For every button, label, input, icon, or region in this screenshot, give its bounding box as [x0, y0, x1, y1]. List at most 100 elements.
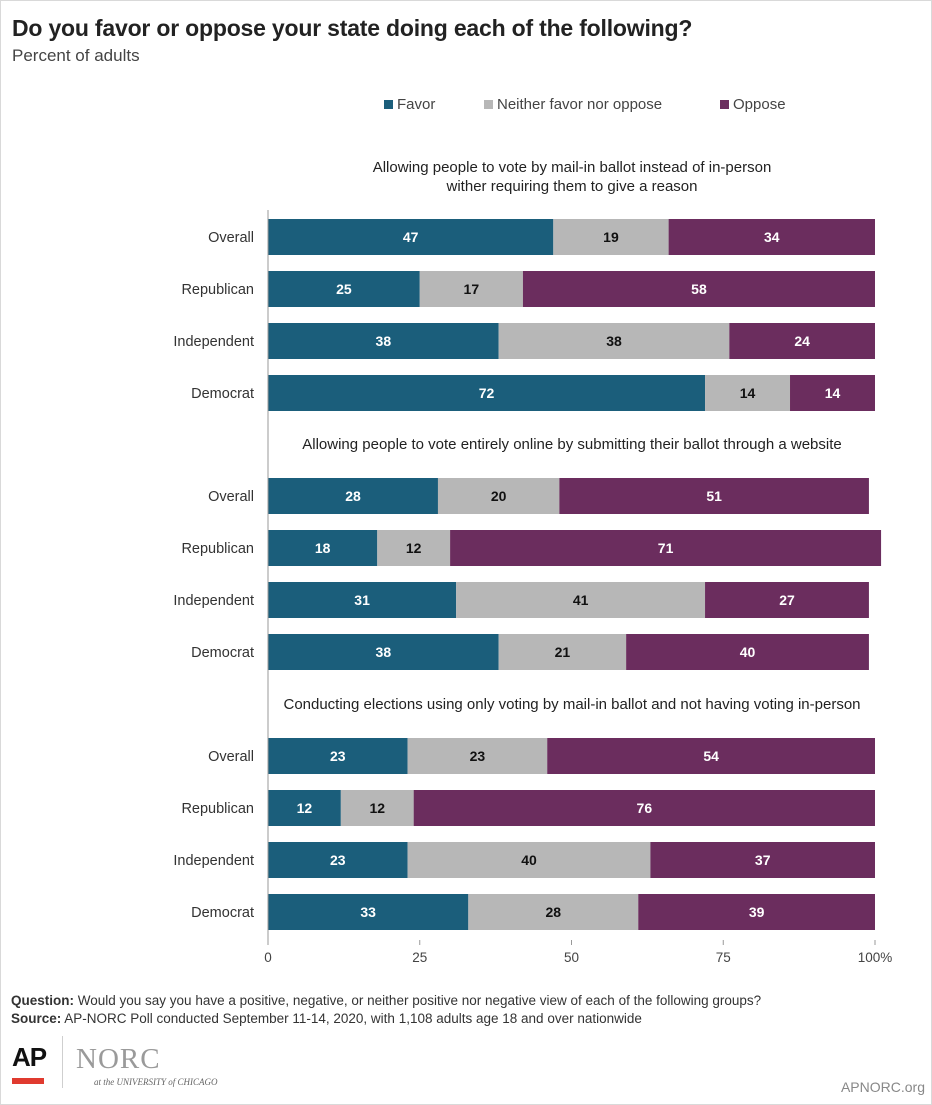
x-tick-label: 100% — [858, 950, 893, 965]
bar-segment-favor — [268, 894, 469, 930]
bar-segment-oppose — [705, 582, 869, 618]
bar-segment-favor — [268, 323, 499, 359]
legend-swatch-neither — [484, 99, 493, 109]
data-label-favor: 72 — [479, 385, 495, 401]
bar-segment-neither — [407, 738, 548, 774]
data-label-favor: 38 — [376, 644, 392, 660]
row-label-overall: Overall — [208, 489, 254, 505]
bar-segment-oppose — [638, 894, 875, 930]
bar-segment-oppose — [547, 738, 875, 774]
question-label: Question: — [11, 993, 74, 1008]
chart-title: Do you favor or oppose your state doing … — [12, 15, 693, 41]
bar-segment-favor — [268, 634, 499, 670]
bar-segment-oppose — [729, 323, 875, 359]
bar-segment-oppose — [650, 842, 875, 878]
legend-item-neither: Neither favor nor oppose — [484, 96, 662, 113]
data-label-oppose: 71 — [658, 540, 674, 556]
legend-item-favor: Favor — [384, 96, 435, 113]
x-tick-label: 75 — [716, 950, 731, 965]
data-label-neither: 23 — [470, 748, 486, 764]
bar-segment-favor — [268, 790, 341, 826]
bar-segment-neither — [553, 219, 669, 255]
x-tick-label: 25 — [412, 950, 427, 965]
question-note: Question: Would you say you have a posit… — [11, 992, 761, 1010]
data-label-neither: 38 — [606, 333, 622, 349]
data-label-neither: 20 — [491, 488, 507, 504]
apnorc-url: APNORC.org — [840, 1079, 925, 1095]
data-label-oppose: 27 — [779, 592, 795, 608]
bar-segment-oppose — [790, 375, 875, 411]
row-label-republican: Republican — [181, 282, 254, 298]
source-note: Source: AP-NORC Poll conducted September… — [11, 1010, 761, 1028]
row-label-overall: Overall — [208, 230, 254, 246]
data-label-favor: 12 — [297, 800, 313, 816]
bar-segment-oppose — [668, 219, 875, 255]
bar-segment-neither — [456, 582, 706, 618]
bar-segment-favor — [268, 478, 438, 514]
x-tick-label: 0 — [264, 950, 272, 965]
panel-heading: Allowing people to vote entirely online … — [302, 436, 842, 453]
legend: Favor Neither favor nor oppose Oppose — [0, 96, 932, 116]
bar-segment-oppose — [559, 478, 869, 514]
row-label-democrat: Democrat — [191, 386, 254, 402]
bar-segment-neither — [377, 530, 451, 566]
data-label-neither: 19 — [603, 229, 619, 245]
x-tick-label: 50 — [564, 950, 579, 965]
bar-segment-favor — [268, 582, 457, 618]
data-label-neither: 40 — [521, 852, 537, 868]
data-label-favor: 25 — [336, 281, 352, 297]
row-label-independent: Independent — [173, 334, 254, 350]
data-label-oppose: 40 — [740, 644, 756, 660]
data-label-neither: 21 — [555, 644, 571, 660]
data-label-neither: 12 — [369, 800, 385, 816]
data-label-neither: 12 — [406, 540, 422, 556]
data-label-oppose: 34 — [764, 229, 780, 245]
ap-logo-bar — [12, 1078, 44, 1084]
row-label-democrat: Democrat — [191, 645, 254, 661]
data-label-favor: 28 — [345, 488, 361, 504]
data-label-neither: 41 — [573, 592, 589, 608]
bar-segment-favor — [268, 271, 420, 307]
data-label-oppose: 76 — [637, 800, 653, 816]
bar-segment-neither — [705, 375, 791, 411]
data-label-favor: 38 — [376, 333, 392, 349]
data-label-favor: 23 — [330, 748, 346, 764]
data-label-oppose: 37 — [755, 852, 771, 868]
bar-segment-favor — [268, 738, 408, 774]
data-label-oppose: 24 — [794, 333, 810, 349]
data-label-oppose: 51 — [706, 488, 722, 504]
legend-swatch-oppose — [720, 99, 729, 109]
bar-segment-oppose — [522, 271, 875, 307]
norc-logo: NORC — [76, 1043, 161, 1075]
bar-segment-neither — [468, 894, 639, 930]
bar-segment-favor — [268, 530, 378, 566]
legend-item-oppose: Oppose — [720, 96, 786, 113]
bar-segment-oppose — [626, 634, 869, 670]
data-label-neither: 17 — [464, 281, 480, 297]
data-label-favor: 47 — [403, 229, 419, 245]
bar-segment-oppose — [413, 790, 875, 826]
panel-heading: wither requiring them to give a reason — [446, 178, 698, 195]
panel-heading: Allowing people to vote by mail-in ballo… — [373, 159, 772, 176]
bar-segment-neither — [407, 842, 651, 878]
data-label-favor: 18 — [315, 540, 331, 556]
legend-swatch-favor — [384, 99, 393, 109]
row-label-republican: Republican — [181, 541, 254, 557]
data-label-oppose: 58 — [691, 281, 707, 297]
bar-segment-neither — [437, 478, 560, 514]
bar-segment-neither — [498, 634, 627, 670]
row-label-overall: Overall — [208, 749, 254, 765]
data-label-oppose: 14 — [825, 385, 841, 401]
source-text: AP-NORC Poll conducted September 11-14, … — [61, 1011, 642, 1026]
stacked-bar-chart: Allowing people to vote by mail-in ballo… — [173, 159, 893, 965]
norc-logo-subtitle: at the UNIVERSITY of CHICAGO — [94, 1077, 218, 1087]
question-text: Would you say you have a positive, negat… — [74, 993, 762, 1008]
panel-heading: Conducting elections using only voting b… — [283, 696, 860, 713]
legend-label-neither: Neither favor nor oppose — [497, 96, 663, 113]
row-label-independent: Independent — [173, 853, 254, 869]
row-label-republican: Republican — [181, 801, 254, 817]
logo-divider — [62, 1036, 63, 1088]
source-label: Source: — [11, 1011, 62, 1026]
data-label-neither: 28 — [546, 904, 562, 920]
chart-subtitle: Percent of adults — [12, 46, 140, 65]
